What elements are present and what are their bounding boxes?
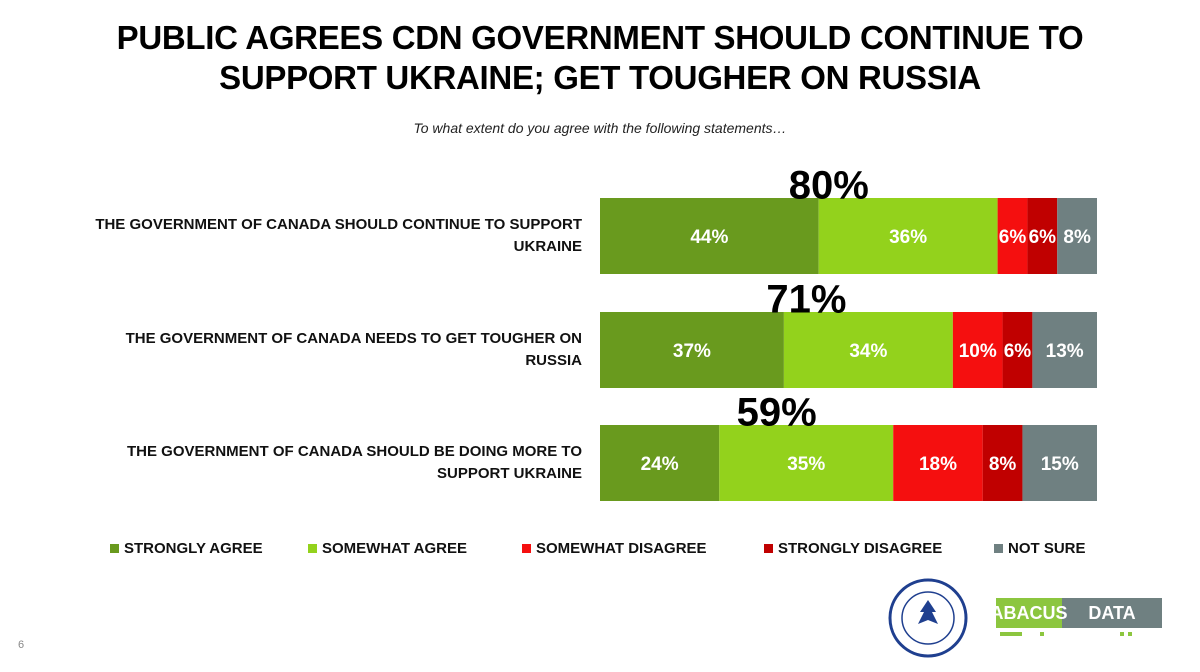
logo-decoration [1000, 632, 1022, 636]
legend-swatch [764, 544, 773, 553]
category-label: THE GOVERNMENT OF CANADA NEEDS TO GET TO… [125, 330, 582, 369]
bar-segment [783, 312, 953, 388]
legend-swatch [308, 544, 317, 553]
value-label: 6% [1029, 227, 1057, 248]
page-number: 6 [18, 639, 24, 651]
legend-label: NOT SURE [1008, 540, 1086, 557]
legend-label: SOMEWHAT AGREE [322, 540, 467, 557]
bar-segment [600, 312, 784, 388]
value-label: 10% [959, 341, 997, 362]
bar-segment [1057, 198, 1097, 274]
value-label: 15% [1041, 454, 1079, 475]
legend-swatch [522, 544, 531, 553]
legend-label: STRONGLY AGREE [124, 540, 263, 557]
category-label: THE GOVERNMENT OF CANADA SHOULD CONTINUE… [95, 216, 582, 255]
legend-label: SOMEWHAT DISAGREE [536, 540, 707, 557]
bar-segment [1032, 312, 1097, 388]
bar-segment [952, 312, 1003, 388]
category-label: THE GOVERNMENT OF CANADA SHOULD BE DOING… [126, 443, 582, 482]
bar-segment [818, 198, 998, 274]
bar-segment [1022, 425, 1097, 501]
chart-subtitle: To what extent do you agree with the fol… [413, 120, 787, 136]
logo-left-box [996, 598, 1062, 628]
bar-segment [893, 425, 983, 501]
value-label: 35% [787, 454, 825, 475]
value-label: 6% [1004, 341, 1032, 362]
total-label: 59% [737, 391, 817, 435]
logo-text: DATA [1088, 603, 1135, 623]
value-label: 8% [989, 454, 1017, 475]
total-label: 80% [789, 164, 869, 208]
chart-title: PUBLIC AGREES CDN GOVERNMENT SHOULD CONT… [116, 19, 1084, 96]
logo-decoration [1120, 632, 1124, 636]
logo-decoration [1128, 632, 1132, 636]
bar-segment [1002, 312, 1033, 388]
bar-segment [1027, 198, 1058, 274]
legend-swatch [994, 544, 1003, 553]
bar-segment [600, 198, 819, 274]
logo-seal [888, 578, 968, 658]
value-label: 34% [849, 341, 887, 362]
legend-swatch [110, 544, 119, 553]
value-label: 13% [1046, 341, 1084, 362]
legend-label: STRONGLY DISAGREE [778, 540, 942, 557]
value-label: 8% [1063, 227, 1091, 248]
value-label: 44% [690, 227, 728, 248]
logo-text: ABACUS [990, 603, 1067, 623]
bar-segment [719, 425, 894, 501]
logo-decoration [1040, 632, 1044, 636]
bar-segment [997, 198, 1028, 274]
value-label: 24% [641, 454, 679, 475]
value-label: 36% [889, 227, 927, 248]
total-label: 71% [766, 278, 846, 322]
bar-segment [982, 425, 1023, 501]
value-label: 18% [919, 454, 957, 475]
value-label: 6% [999, 227, 1027, 248]
value-label: 37% [673, 341, 711, 362]
logo-right-box [1062, 598, 1162, 628]
bar-segment [600, 425, 720, 501]
